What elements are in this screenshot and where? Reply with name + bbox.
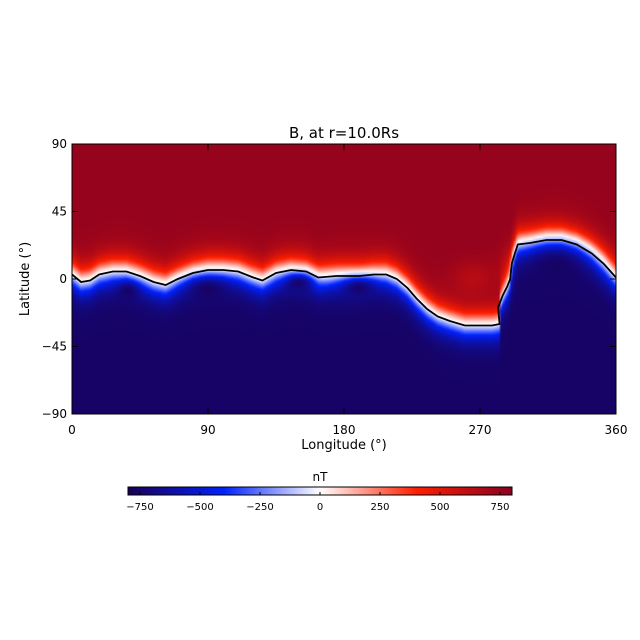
colorbar-ticks: −750 −500 −250 0 250 500 750 (126, 492, 510, 513)
y-tick-label: −90 (42, 407, 67, 421)
colorbar-tick-label: −500 (186, 502, 213, 513)
x-axis-label: Longitude (°) (301, 438, 386, 453)
neutral-line (72, 239, 616, 327)
x-axis-ticks: 0 90 180 270 360 (68, 144, 627, 437)
x-tick-label: 270 (469, 423, 492, 437)
y-tick-label: 0 (59, 272, 67, 286)
chart-title: B, at r=10.0Rs (289, 124, 399, 142)
colorbar-label: nT (313, 470, 329, 484)
y-tick-label: −45 (42, 340, 67, 354)
x-tick-label: 180 (333, 423, 356, 437)
y-tick-label: 45 (52, 205, 67, 219)
y-axis-ticks: 90 45 0 −45 −90 (42, 137, 616, 421)
colorbar-tick-label: −750 (126, 502, 153, 513)
colorbar-tick-label: 0 (317, 502, 323, 513)
heatmap-field (72, 144, 616, 414)
colorbar-tick-label: 500 (430, 502, 449, 513)
x-tick-label: 360 (605, 423, 628, 437)
y-axis-label: Latitude (°) (18, 242, 33, 316)
colorbar-tick-label: 750 (490, 502, 509, 513)
x-tick-label: 0 (68, 423, 76, 437)
colorbar-tick-label: −250 (246, 502, 273, 513)
x-tick-label: 90 (200, 423, 215, 437)
plot-area (72, 144, 616, 414)
colorbar-tick-label: 250 (370, 502, 389, 513)
y-tick-label: 90 (52, 137, 67, 151)
